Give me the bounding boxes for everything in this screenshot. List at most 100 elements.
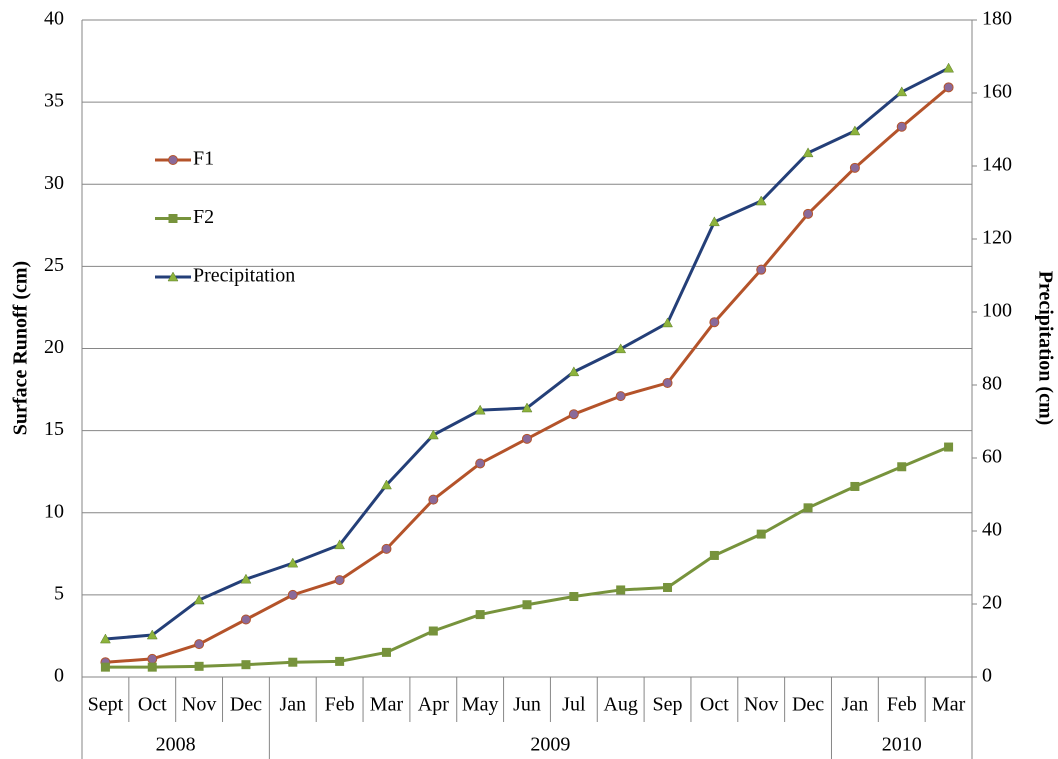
marker <box>896 86 908 97</box>
y-tick-label: 30 <box>44 172 64 194</box>
legend-label: F2 <box>193 206 214 228</box>
marker <box>755 195 767 206</box>
marker <box>943 62 955 73</box>
legend-label: F1 <box>193 148 214 170</box>
y2-tick-label: 100 <box>982 300 1012 322</box>
y-tick-label: 35 <box>44 90 64 112</box>
marker <box>241 660 251 670</box>
x-tick-label: Oct <box>700 694 729 716</box>
y-tick-label: 15 <box>44 418 64 440</box>
y-tick-label: 25 <box>44 254 64 276</box>
x-tick-label: Dec <box>792 694 824 716</box>
marker <box>944 442 954 452</box>
marker <box>475 610 485 620</box>
x-tick-label: Jan <box>279 694 306 716</box>
marker <box>521 402 533 413</box>
marker <box>849 162 860 173</box>
x-group-label: 2008 <box>156 734 196 756</box>
y2-tick-label: 160 <box>982 81 1012 103</box>
marker <box>897 462 907 472</box>
x-tick-label: Jan <box>842 694 869 716</box>
marker <box>803 503 813 513</box>
marker <box>381 543 392 554</box>
marker <box>334 575 345 586</box>
series-line <box>105 86 950 664</box>
marker <box>662 377 673 388</box>
marker <box>194 639 205 650</box>
y2-tick-label: 80 <box>982 373 1002 395</box>
x-tick-label: Jun <box>513 694 541 716</box>
marker <box>474 404 486 415</box>
marker <box>146 629 158 640</box>
marker <box>335 656 345 666</box>
marker <box>147 653 158 664</box>
marker <box>147 662 157 672</box>
y-axis-title: Surface Runoff (cm) <box>10 261 32 435</box>
marker <box>849 125 861 136</box>
y-tick-label: 10 <box>44 500 64 522</box>
x-tick-label: Aug <box>603 694 637 716</box>
y-tick-label: 5 <box>54 582 64 604</box>
y2-tick-label: 140 <box>982 154 1012 176</box>
y-tick-label: 0 <box>54 665 64 687</box>
marker <box>568 366 580 377</box>
marker <box>522 600 532 610</box>
x-tick-label: Mar <box>932 694 966 716</box>
marker <box>194 661 204 671</box>
marker <box>569 592 579 602</box>
y2-tick-label: 120 <box>982 227 1012 249</box>
x-tick-label: Feb <box>887 694 917 716</box>
legend-marker <box>167 271 179 282</box>
x-tick-label: Sep <box>653 694 683 716</box>
x-tick-label: Nov <box>182 694 216 716</box>
y2-tick-label: 180 <box>982 8 1012 30</box>
legend-marker <box>168 155 178 165</box>
marker <box>943 82 954 93</box>
marker <box>287 589 298 600</box>
marker <box>756 264 767 275</box>
x-tick-label: Apr <box>418 694 449 716</box>
marker <box>756 529 766 539</box>
x-tick-label: Feb <box>325 694 355 716</box>
legend-marker <box>168 214 178 223</box>
x-tick-label: Nov <box>744 694 778 716</box>
marker <box>568 409 579 420</box>
y2-tick-label: 60 <box>982 446 1002 468</box>
x-tick-label: Sept <box>88 694 124 716</box>
x-tick-label: Dec <box>230 694 262 716</box>
marker <box>802 147 814 158</box>
marker <box>850 481 860 491</box>
marker <box>616 585 626 595</box>
marker <box>615 391 626 402</box>
marker <box>381 647 391 657</box>
marker <box>709 550 719 560</box>
marker <box>428 494 439 505</box>
marker <box>522 433 532 444</box>
marker <box>475 458 486 469</box>
x-tick-label: Oct <box>138 694 167 716</box>
marker <box>663 582 673 592</box>
marker <box>99 633 111 644</box>
marker <box>803 208 814 219</box>
series-line <box>105 445 950 669</box>
marker <box>708 216 720 227</box>
marker <box>288 657 298 667</box>
marker <box>334 539 346 550</box>
marker <box>896 121 907 132</box>
y2-tick-label: 20 <box>982 592 1002 614</box>
marker <box>193 594 205 605</box>
y2-tick-label: 40 <box>982 519 1002 541</box>
marker <box>240 614 251 625</box>
x-tick-label: Mar <box>370 694 404 716</box>
y2-tick-label: 0 <box>982 665 992 687</box>
x-tick-label: Jul <box>562 694 586 716</box>
marker <box>240 573 252 584</box>
y2-axis-title: Precipitation (cm) <box>1034 271 1056 426</box>
marker <box>427 429 439 440</box>
legend-label: Precipitation <box>193 265 295 287</box>
x-tick-label: May <box>462 694 499 716</box>
series-line <box>105 66 950 641</box>
y-tick-label: 20 <box>44 336 64 358</box>
y-tick-label: 40 <box>44 8 64 30</box>
